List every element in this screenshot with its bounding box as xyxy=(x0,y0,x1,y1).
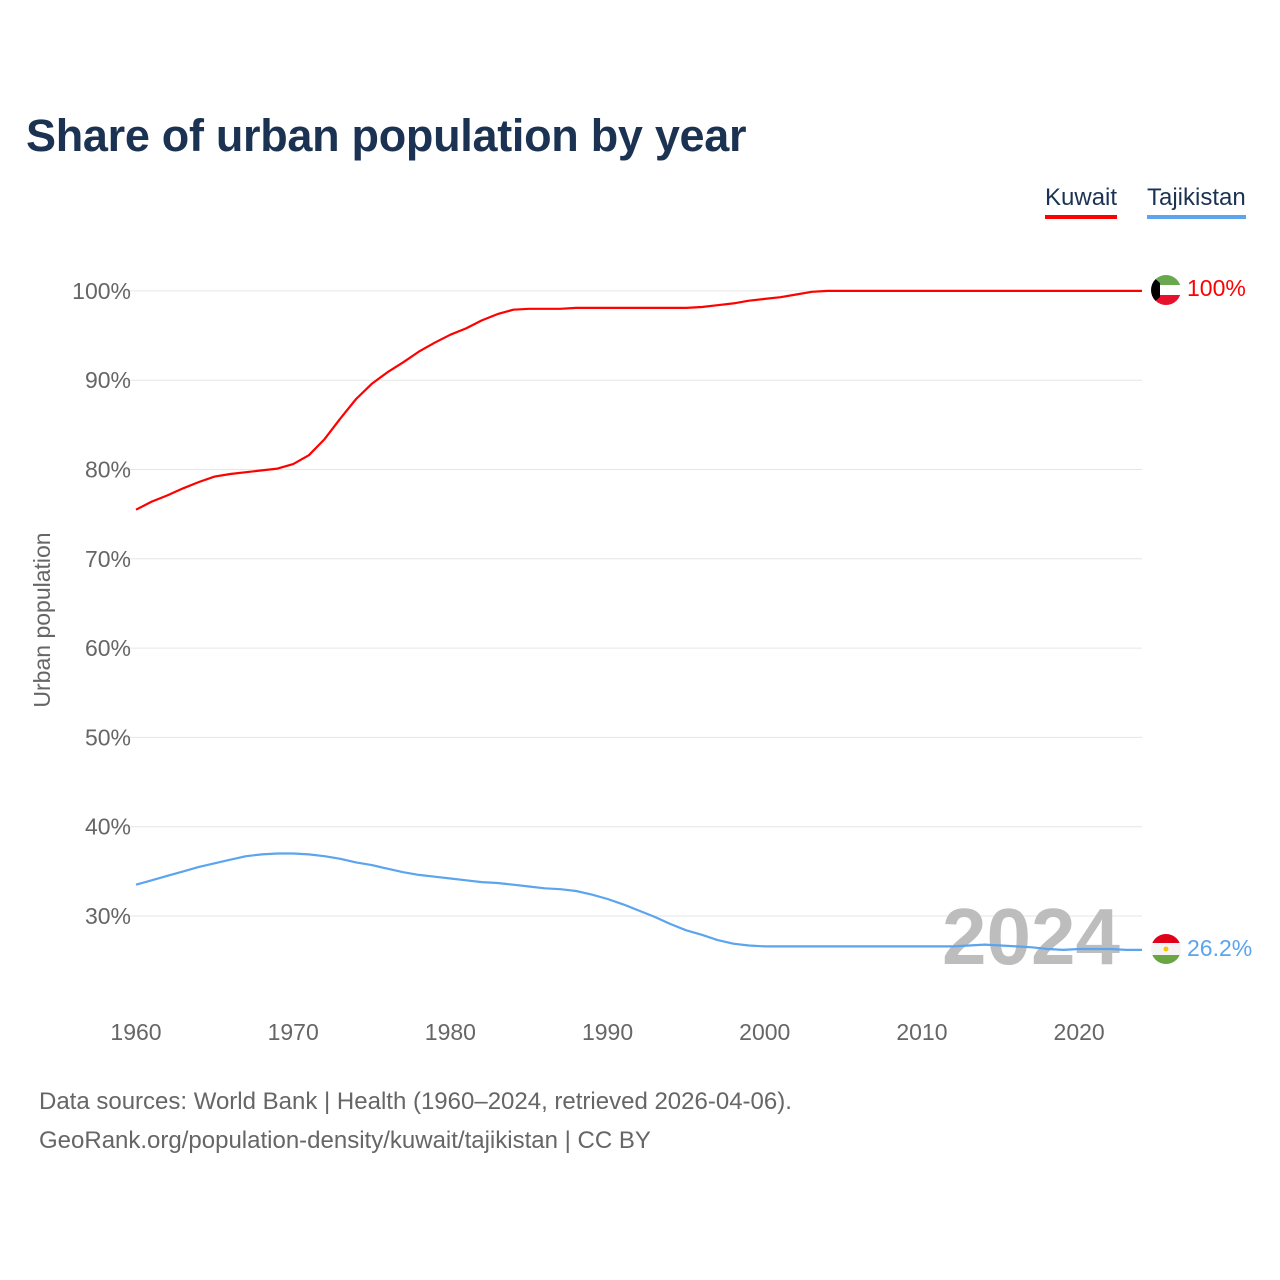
y-tick-label: 50% xyxy=(85,724,131,750)
year-watermark: 2024 xyxy=(942,892,1120,981)
series-line-tajikistan[interactable] xyxy=(135,852,1142,951)
kuwait-flag-icon xyxy=(1151,275,1181,305)
legend-item-tajikistan[interactable]: Tajikistan xyxy=(1147,184,1246,219)
y-tick-label: 40% xyxy=(85,814,131,840)
y-tick-label: 90% xyxy=(85,367,131,393)
x-tick-label: 2020 xyxy=(1054,1019,1105,1045)
footer-link[interactable]: GeoRank.org/population-density/kuwait/ta… xyxy=(39,1127,651,1154)
chart-title: Share of urban population by year xyxy=(26,110,747,161)
y-tick-label: 60% xyxy=(85,635,131,661)
x-tick-label: 1980 xyxy=(425,1019,476,1045)
y-tick-label: 80% xyxy=(85,457,131,483)
legend-item-kuwait[interactable]: Kuwait xyxy=(1045,184,1118,219)
x-tick-label: 2000 xyxy=(739,1019,790,1045)
x-tick-label: 1960 xyxy=(110,1019,161,1045)
y-tick-label: 70% xyxy=(85,546,131,572)
tajikistan-end-label: 26.2% xyxy=(1187,935,1252,961)
kuwait-end-label: 100% xyxy=(1187,275,1246,301)
line-chart: 30% 40% 50% 60% 70% 80% 90% 100% 1960 1970 1980 19… xyxy=(29,275,1252,1045)
tajikistan-flag-icon xyxy=(1151,934,1181,964)
x-tick-label: 1990 xyxy=(582,1019,633,1045)
y-tick-label: 100% xyxy=(72,278,131,304)
series-line-kuwait[interactable] xyxy=(135,289,1142,511)
x-tick-label: 2010 xyxy=(896,1019,947,1045)
x-tick-label: 1970 xyxy=(268,1019,319,1045)
footer-sources: Data sources: World Bank | Health (1960–… xyxy=(39,1088,792,1115)
y-tick-label: 30% xyxy=(85,903,131,929)
y-axis-label: Urban population xyxy=(29,532,55,707)
